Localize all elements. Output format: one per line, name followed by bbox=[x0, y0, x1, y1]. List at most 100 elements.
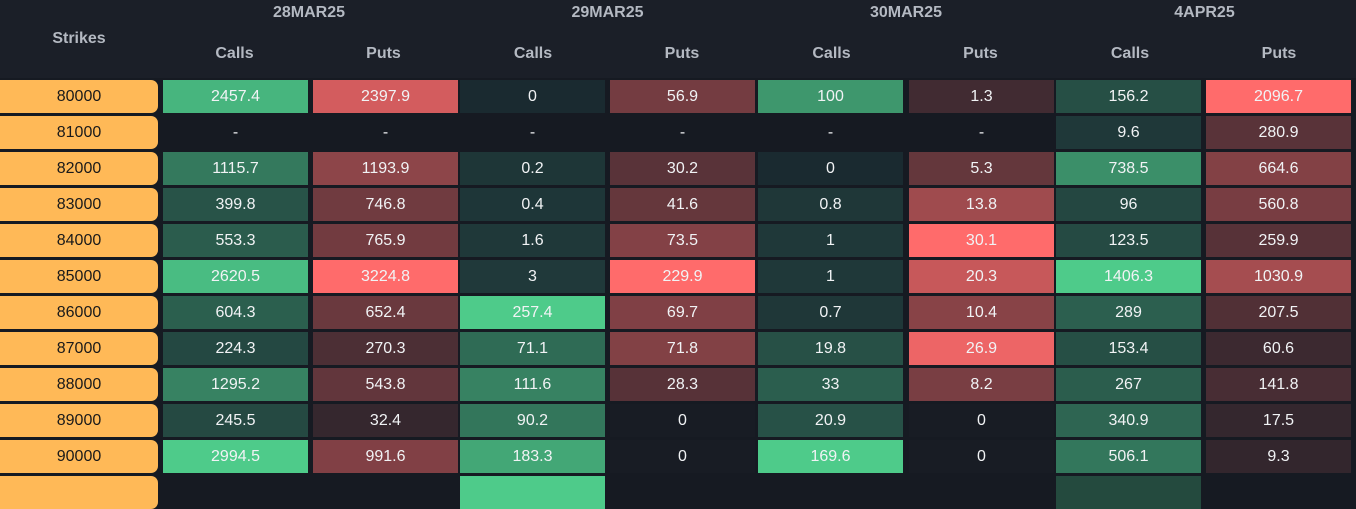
call-oi-cell[interactable]: - bbox=[232, 124, 239, 141]
put-oi-cell[interactable]: 652.4 bbox=[313, 296, 458, 329]
put-oi-cell[interactable]: 13.8 bbox=[909, 188, 1054, 221]
put-oi-cell[interactable]: 1030.9 bbox=[1206, 260, 1351, 293]
call-oi-cell[interactable]: 71.1 bbox=[460, 332, 605, 365]
call-oi-cell[interactable]: 224.3 bbox=[163, 332, 308, 365]
put-oi-cell[interactable]: 69.7 bbox=[610, 296, 755, 329]
call-oi-cell[interactable]: - bbox=[827, 124, 834, 141]
strike-cell[interactable]: 89000 bbox=[0, 404, 158, 437]
call-oi-cell[interactable]: 2457.4 bbox=[163, 80, 308, 113]
call-oi-cell[interactable]: 738.5 bbox=[1056, 152, 1201, 185]
call-oi-cell[interactable]: 0.2 bbox=[460, 152, 605, 185]
put-oi-cell[interactable]: 5.3 bbox=[909, 152, 1054, 185]
call-oi-cell[interactable]: 33 bbox=[758, 368, 903, 401]
put-oi-cell[interactable]: 60.6 bbox=[1206, 332, 1351, 365]
put-oi-cell[interactable]: 3224.8 bbox=[313, 260, 458, 293]
call-oi-cell[interactable]: 604.3 bbox=[163, 296, 308, 329]
call-oi-cell[interactable]: 19.8 bbox=[758, 332, 903, 365]
put-oi-cell[interactable]: 259.9 bbox=[1206, 224, 1351, 257]
put-oi-cell[interactable]: 17.5 bbox=[1206, 404, 1351, 437]
call-oi-cell[interactable]: 111.6 bbox=[460, 368, 605, 401]
call-oi-cell[interactable]: 1 bbox=[758, 224, 903, 257]
put-oi-cell[interactable]: 41.6 bbox=[610, 188, 755, 221]
strike-cell[interactable]: 88000 bbox=[0, 368, 158, 401]
call-oi-cell[interactable]: 267 bbox=[1056, 368, 1201, 401]
put-oi-cell[interactable]: 207.5 bbox=[1206, 296, 1351, 329]
put-oi-cell[interactable]: 56.9 bbox=[610, 80, 755, 113]
put-oi-cell[interactable]: 0 bbox=[909, 440, 1054, 473]
call-oi-cell[interactable]: 2994.5 bbox=[163, 440, 308, 473]
call-oi-cell[interactable]: 1.6 bbox=[460, 224, 605, 257]
put-oi-cell[interactable]: 560.8 bbox=[1206, 188, 1351, 221]
strike-cell[interactable]: 81000 bbox=[0, 116, 158, 149]
put-oi-cell[interactable]: 2397.9 bbox=[313, 80, 458, 113]
call-oi-cell[interactable]: 0.7 bbox=[758, 296, 903, 329]
put-oi-cell[interactable]: 28.3 bbox=[610, 368, 755, 401]
put-oi-cell[interactable]: 664.6 bbox=[1206, 152, 1351, 185]
call-oi-cell[interactable]: 1406.3 bbox=[1056, 260, 1201, 293]
strike-cell[interactable]: 80000 bbox=[0, 80, 158, 113]
strike-cell[interactable]: 84000 bbox=[0, 224, 158, 257]
call-oi-cell[interactable]: 96 bbox=[1056, 188, 1201, 221]
put-oi-cell[interactable]: 270.3 bbox=[313, 332, 458, 365]
call-oi-cell[interactable]: 123.5 bbox=[1056, 224, 1201, 257]
call-oi-cell[interactable]: 20.9 bbox=[758, 404, 903, 437]
put-oi-cell[interactable]: 1193.9 bbox=[313, 152, 458, 185]
put-oi-cell[interactable]: - bbox=[978, 124, 985, 141]
table-row: 85000 2620.5 3224.8 3 229.9 1 20.3 1406.3 1030.9 bbox=[0, 260, 1356, 293]
call-oi-cell[interactable]: - bbox=[529, 124, 536, 141]
call-oi-cell[interactable]: 90.2 bbox=[460, 404, 605, 437]
put-oi-cell[interactable]: 2096.7 bbox=[1206, 80, 1351, 113]
strike-cell[interactable]: 85000 bbox=[0, 260, 158, 293]
call-oi-cell[interactable]: 289 bbox=[1056, 296, 1201, 329]
call-oi-cell[interactable]: 0 bbox=[758, 152, 903, 185]
put-oi-cell[interactable]: 141.8 bbox=[1206, 368, 1351, 401]
call-oi-cell[interactable]: 153.4 bbox=[1056, 332, 1201, 365]
call-oi-cell[interactable]: 0.8 bbox=[758, 188, 903, 221]
put-oi-cell[interactable]: 71.8 bbox=[610, 332, 755, 365]
put-oi-cell[interactable]: 26.9 bbox=[909, 332, 1054, 365]
call-oi-cell[interactable]: 0.4 bbox=[460, 188, 605, 221]
call-oi-cell[interactable]: 340.9 bbox=[1056, 404, 1201, 437]
put-oi-cell[interactable]: 229.9 bbox=[610, 260, 755, 293]
call-oi-cell[interactable]: 0 bbox=[460, 80, 605, 113]
call-oi-cell[interactable]: 1115.7 bbox=[163, 152, 308, 185]
strike-cell[interactable]: 83000 bbox=[0, 188, 158, 221]
put-oi-cell[interactable]: 1.3 bbox=[909, 80, 1054, 113]
call-oi-cell[interactable]: 399.8 bbox=[163, 188, 308, 221]
put-oi-cell[interactable]: 280.9 bbox=[1206, 116, 1351, 149]
call-oi-cell[interactable]: 3 bbox=[460, 260, 605, 293]
put-oi-cell[interactable]: 10.4 bbox=[909, 296, 1054, 329]
put-oi-cell[interactable]: 765.9 bbox=[313, 224, 458, 257]
call-oi-cell[interactable]: 100 bbox=[758, 80, 903, 113]
put-oi-cell[interactable]: - bbox=[679, 124, 686, 141]
put-oi-cell[interactable]: 20.3 bbox=[909, 260, 1054, 293]
call-oi-cell[interactable]: 169.6 bbox=[758, 440, 903, 473]
strike-cell[interactable]: 90000 bbox=[0, 440, 158, 473]
call-oi-cell[interactable]: 156.2 bbox=[1056, 80, 1201, 113]
put-oi-cell[interactable]: 73.5 bbox=[610, 224, 755, 257]
put-oi-cell[interactable]: 991.6 bbox=[313, 440, 458, 473]
put-oi-cell[interactable]: 30.1 bbox=[909, 224, 1054, 257]
put-oi-cell[interactable]: 30.2 bbox=[610, 152, 755, 185]
put-oi-cell[interactable]: 9.3 bbox=[1206, 440, 1351, 473]
call-oi-cell[interactable]: 506.1 bbox=[1056, 440, 1201, 473]
call-oi-cell[interactable]: 9.6 bbox=[1056, 116, 1201, 149]
put-oi-cell[interactable]: - bbox=[382, 124, 389, 141]
call-oi-cell[interactable]: 257.4 bbox=[460, 296, 605, 329]
call-oi-cell[interactable]: 1295.2 bbox=[163, 368, 308, 401]
call-oi-cell[interactable]: 183.3 bbox=[460, 440, 605, 473]
put-oi-cell[interactable]: 746.8 bbox=[313, 188, 458, 221]
call-oi-cell[interactable]: 2620.5 bbox=[163, 260, 308, 293]
strike-cell[interactable]: 87000 bbox=[0, 332, 158, 365]
put-oi-cell[interactable]: 0 bbox=[610, 404, 755, 437]
put-oi-cell[interactable]: 0 bbox=[610, 440, 755, 473]
call-oi-cell[interactable]: 245.5 bbox=[163, 404, 308, 437]
put-oi-cell[interactable]: 0 bbox=[909, 404, 1054, 437]
strike-cell[interactable]: 86000 bbox=[0, 296, 158, 329]
put-oi-cell[interactable]: 543.8 bbox=[313, 368, 458, 401]
call-oi-cell[interactable]: 1 bbox=[758, 260, 903, 293]
put-oi-cell[interactable]: 32.4 bbox=[313, 404, 458, 437]
put-oi-cell[interactable]: 8.2 bbox=[909, 368, 1054, 401]
call-oi-cell[interactable]: 553.3 bbox=[163, 224, 308, 257]
strike-cell[interactable]: 82000 bbox=[0, 152, 158, 185]
